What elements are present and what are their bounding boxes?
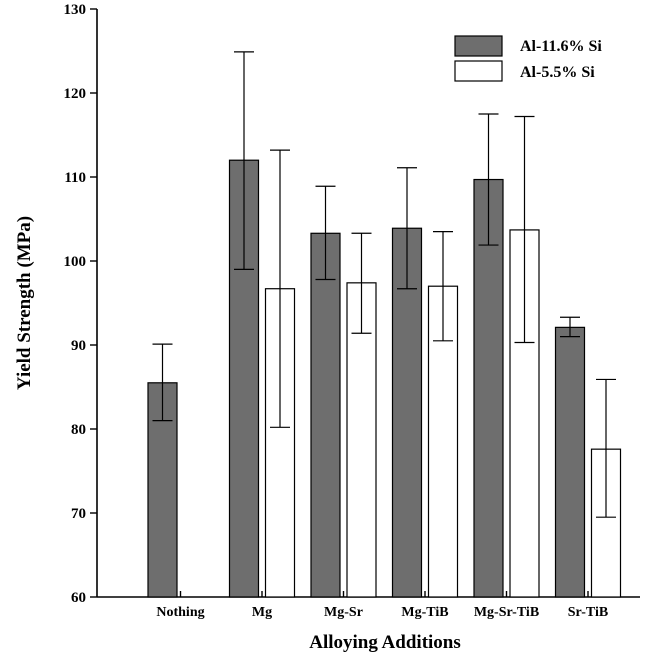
y-axis-ticks: 60 70 80 90 100 110 120 130 — [64, 2, 98, 606]
bar-series-1 — [311, 233, 340, 597]
y-tick-label: 120 — [64, 86, 87, 102]
legend-label-series-2: Al-5.5% Si — [520, 64, 595, 81]
y-tick-label: 80 — [71, 422, 86, 438]
x-tick-label: Mg-Sr — [324, 605, 363, 620]
legend-label-series-1: Al-11.6% Si — [520, 38, 602, 55]
y-tick-label: 60 — [71, 590, 86, 606]
legend-swatch-series-2 — [455, 61, 502, 81]
error-bars-layer — [153, 52, 617, 517]
x-tick-label: Mg-Sr-TiB — [474, 605, 539, 620]
legend-swatch-series-1 — [455, 36, 502, 56]
y-tick-label: 70 — [71, 506, 86, 522]
x-tick-label: Mg — [252, 605, 272, 620]
y-tick-label: 100 — [64, 254, 87, 270]
legend: Al-11.6% Si Al-5.5% Si — [455, 36, 602, 81]
x-tick-label: Mg-TiB — [401, 605, 448, 620]
x-axis-title: Alloying Additions — [309, 632, 461, 653]
x-tick-label: Sr-TiB — [568, 605, 608, 620]
category-labels: Nothing Mg Mg-Sr Mg-TiB Mg-Sr-TiB Sr-TiB — [156, 591, 608, 620]
bars-layer — [148, 160, 621, 597]
y-axis-title: Yield Strength (MPa) — [14, 216, 35, 390]
y-tick-label: 90 — [71, 338, 86, 354]
x-tick-label: Nothing — [156, 605, 204, 620]
bar-series-1 — [556, 327, 585, 597]
y-tick-label: 110 — [64, 170, 86, 186]
y-tick-label: 130 — [64, 2, 87, 18]
